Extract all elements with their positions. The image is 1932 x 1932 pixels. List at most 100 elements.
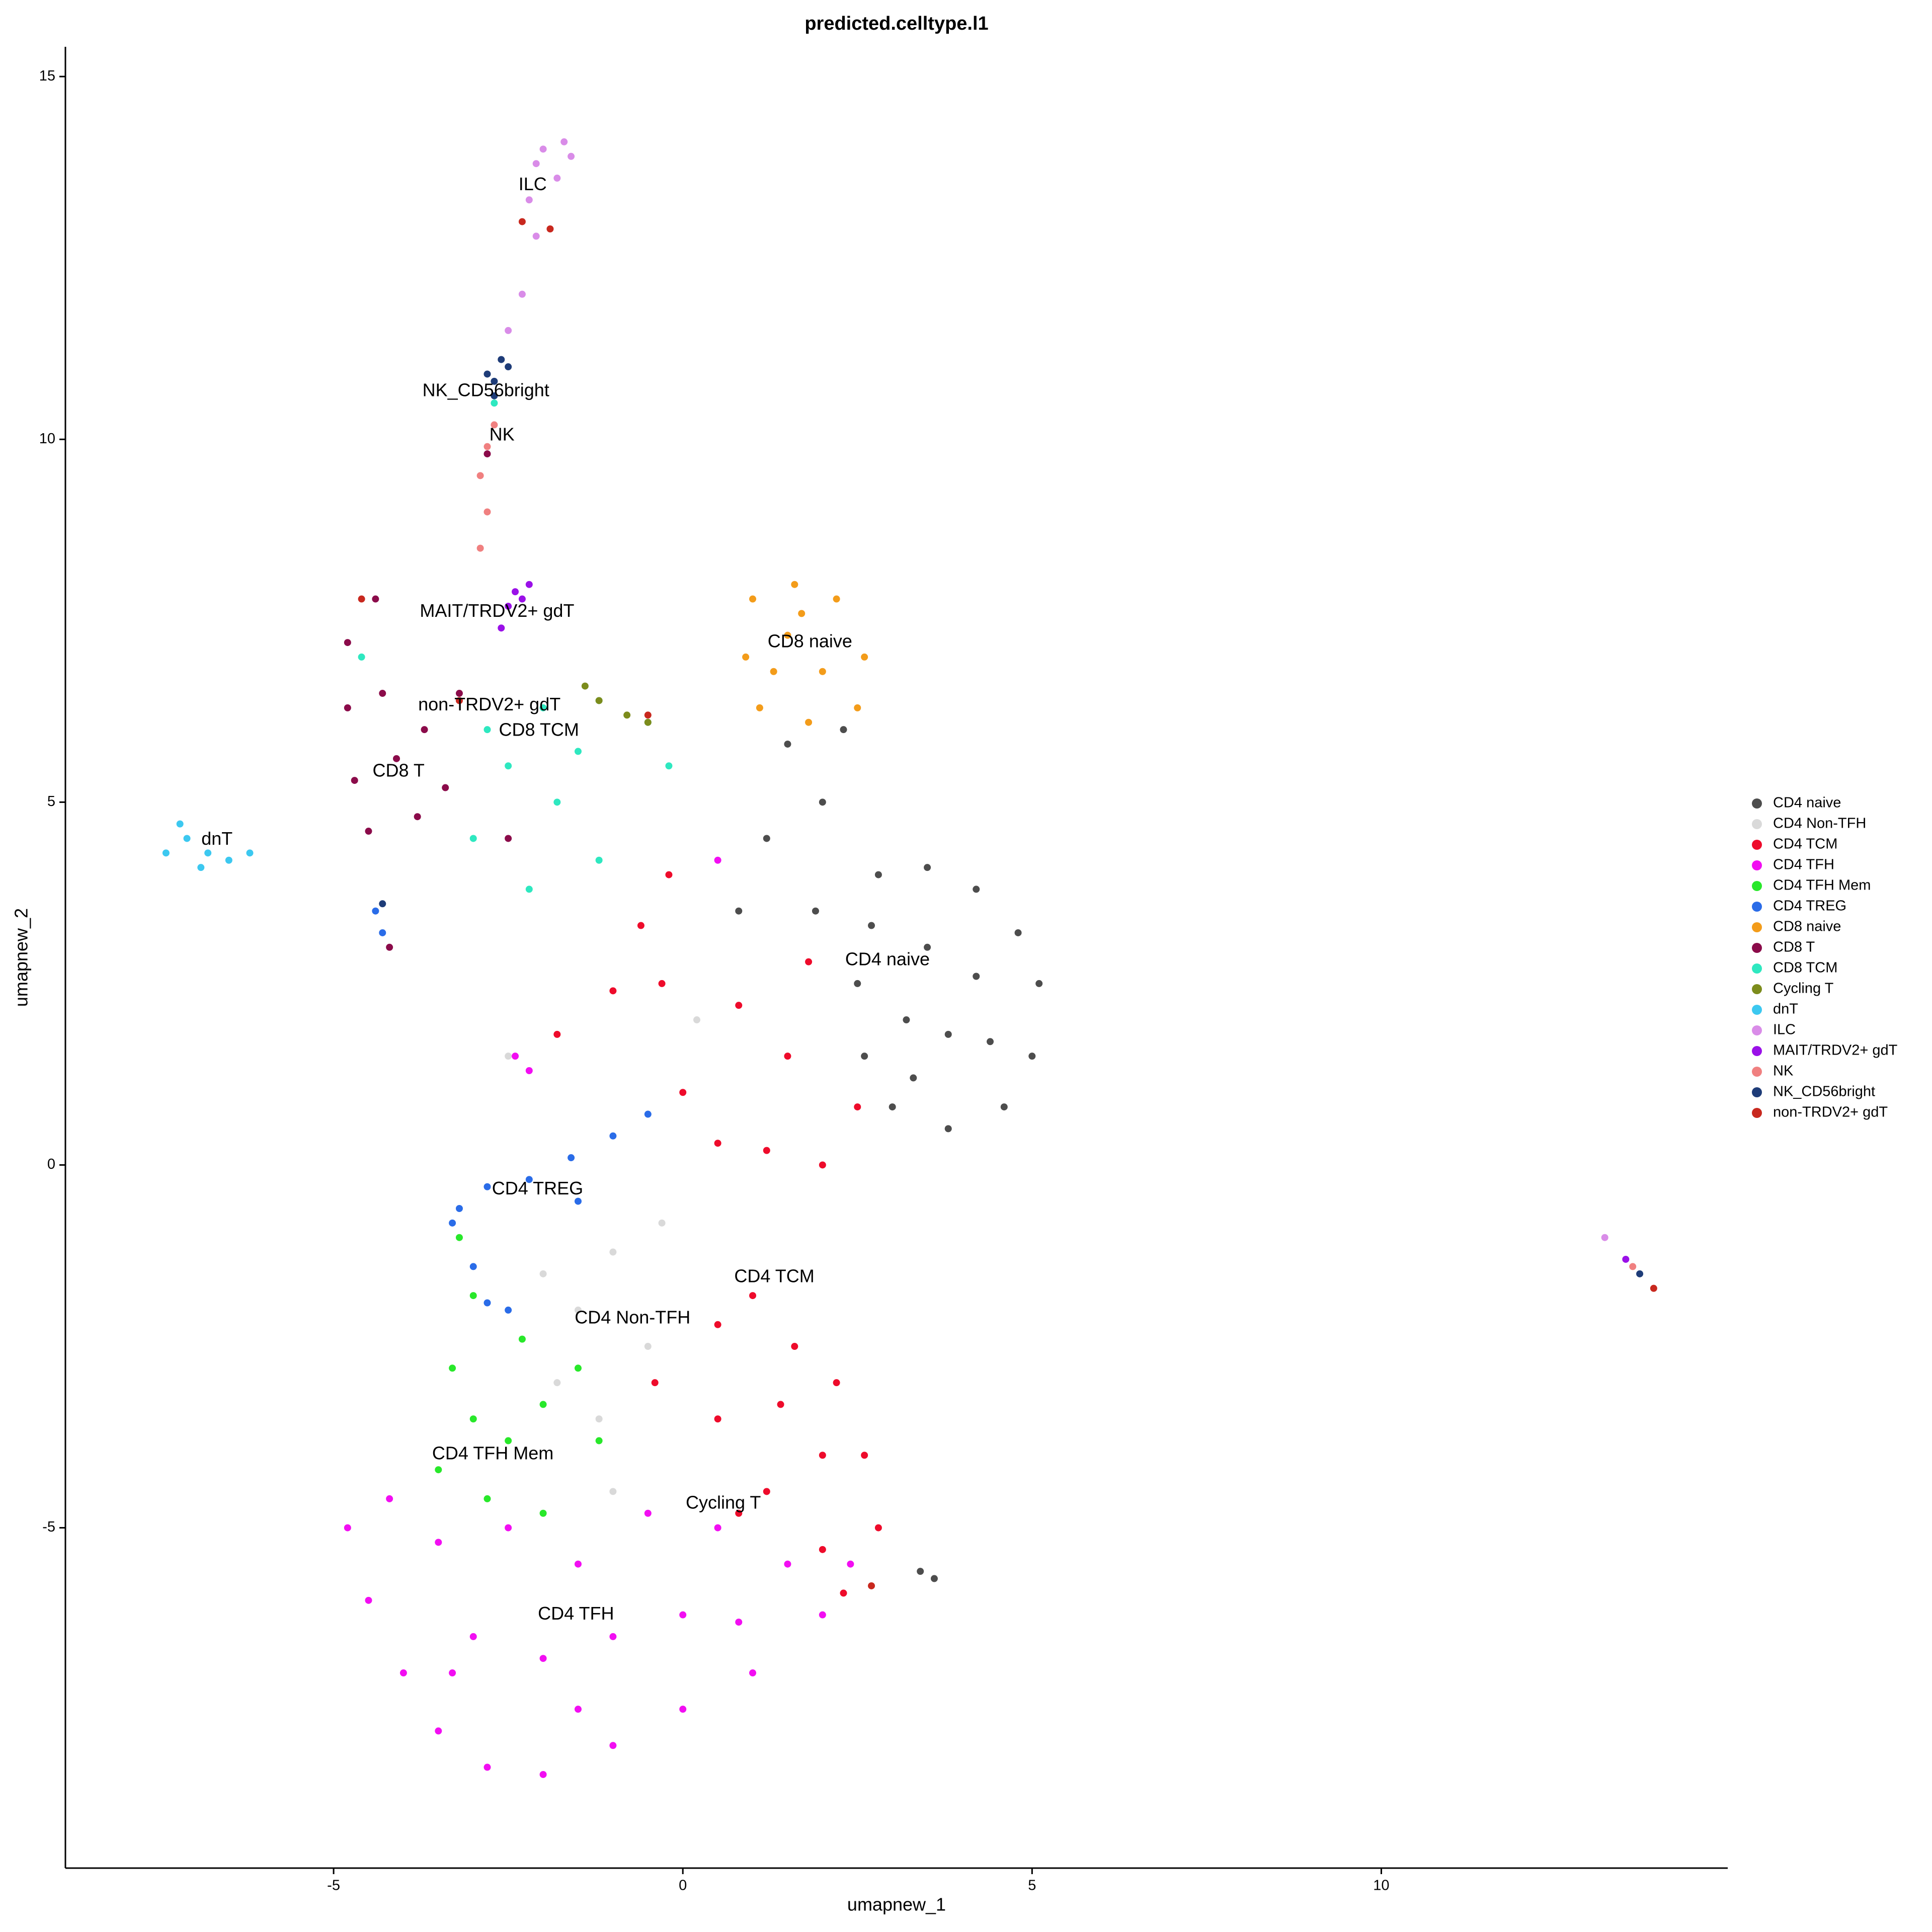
point [763, 1488, 770, 1495]
point [910, 1074, 917, 1082]
legend-label: ILC [1773, 1022, 1796, 1038]
legend-swatch [1752, 984, 1762, 994]
point [574, 1560, 582, 1568]
point [854, 980, 861, 987]
legend-label: CD4 TFH [1773, 857, 1834, 873]
point [609, 1742, 617, 1749]
point [1014, 929, 1022, 936]
x-axis-title: umapnew_1 [847, 1894, 946, 1915]
point [658, 1219, 666, 1227]
point [568, 152, 575, 160]
point [735, 1002, 743, 1009]
x-tick-label: 0 [679, 1878, 687, 1894]
point [1000, 1103, 1008, 1111]
point [498, 356, 505, 363]
x-tick-label: 5 [1028, 1878, 1036, 1894]
point [637, 922, 645, 929]
point [505, 835, 512, 842]
point [539, 704, 547, 711]
point [679, 1089, 687, 1096]
point [777, 1401, 784, 1408]
legend-swatch [1752, 840, 1762, 850]
point [358, 653, 365, 661]
cluster-label: CD8 T [373, 760, 425, 780]
y-axis-title: umapnew_2 [11, 908, 32, 1007]
point [484, 443, 491, 450]
point [784, 740, 791, 748]
point [386, 1495, 393, 1502]
point [644, 1110, 652, 1118]
legend-swatch [1752, 943, 1762, 953]
point [784, 1560, 791, 1568]
point [644, 718, 652, 726]
point [784, 631, 791, 639]
point [735, 1619, 743, 1626]
legend-swatch [1752, 963, 1762, 974]
point [365, 828, 372, 835]
point [609, 987, 617, 995]
point [679, 1706, 687, 1713]
point [595, 856, 603, 864]
legend-swatch [1752, 1067, 1762, 1077]
point [819, 1611, 826, 1619]
point [861, 653, 868, 661]
point [435, 1539, 442, 1546]
point [183, 835, 191, 842]
point [491, 392, 498, 399]
chart-title: predicted.celltype.l1 [804, 13, 988, 34]
point [505, 1524, 512, 1532]
point [484, 1763, 491, 1771]
point [518, 1335, 526, 1343]
cluster-label: CD4 TFH Mem [432, 1442, 553, 1463]
point [358, 595, 365, 603]
point [379, 929, 386, 936]
point [553, 1030, 561, 1038]
point [735, 1509, 743, 1517]
point [455, 690, 463, 697]
point [344, 639, 351, 647]
cluster-label: CD4 TFH [538, 1603, 614, 1624]
legend-label: CD4 Non-TFH [1773, 816, 1866, 832]
point [574, 748, 582, 755]
point [469, 1263, 477, 1270]
point [973, 973, 980, 980]
point [505, 762, 512, 770]
point [442, 784, 449, 791]
point [399, 1669, 407, 1677]
point [735, 907, 743, 915]
y-tick-label: 5 [47, 793, 55, 810]
point [1601, 1234, 1608, 1241]
point [973, 886, 980, 893]
legend-label: CD8 T [1773, 939, 1815, 955]
point [505, 1437, 512, 1444]
point [840, 726, 847, 734]
legend-label: CD8 TCM [1773, 960, 1837, 976]
point [539, 145, 547, 153]
legend-swatch [1752, 860, 1762, 870]
cluster-label: CD8 TCM [499, 719, 579, 740]
point [546, 225, 554, 232]
legend-label: Cycling T [1773, 981, 1834, 997]
point [455, 1205, 463, 1213]
legend-swatch [1752, 922, 1762, 932]
point [784, 1053, 791, 1060]
point [505, 1306, 512, 1314]
y-tick-label: 0 [47, 1156, 55, 1172]
point [491, 421, 498, 429]
point [930, 1575, 938, 1582]
point [819, 1546, 826, 1553]
point [847, 1560, 854, 1568]
point [539, 1655, 547, 1662]
point [651, 1379, 659, 1387]
point [819, 1161, 826, 1169]
point [372, 595, 379, 603]
point [539, 1270, 547, 1277]
point [658, 980, 666, 987]
legend-label: non-TRDV2+ gdT [1773, 1104, 1888, 1120]
legend-label: NK [1773, 1063, 1794, 1079]
point [791, 1343, 798, 1350]
legend-swatch [1752, 881, 1762, 891]
cluster-label: MAIT/TRDV2+ gdT [420, 600, 574, 621]
point [1622, 1255, 1630, 1263]
point [449, 1669, 456, 1677]
